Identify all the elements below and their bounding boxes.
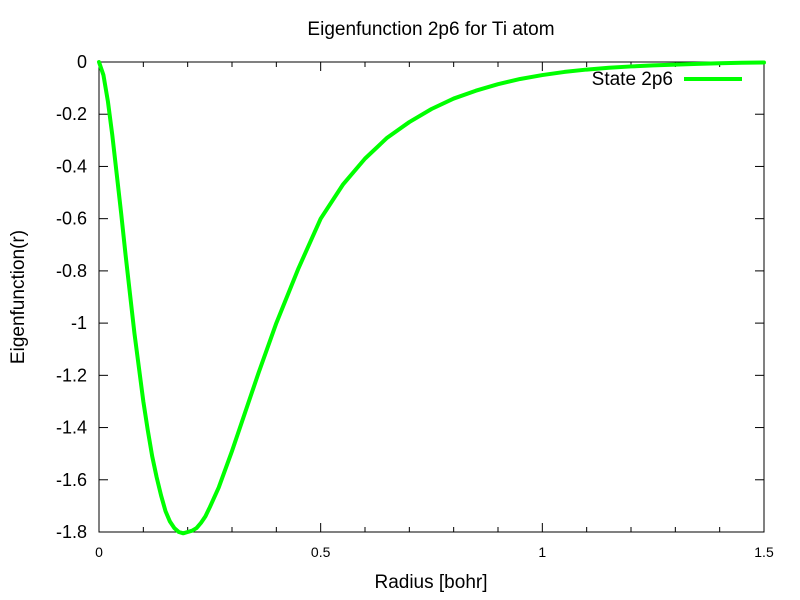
y-tick-label: -1 [71, 313, 87, 333]
y-tick-label: 0 [77, 52, 87, 72]
chart-title: Eigenfunction 2p6 for Ti atom [307, 19, 554, 40]
plot-frame [98, 61, 765, 533]
y-tick-label: -0.4 [56, 156, 87, 176]
y-tick-label: -0.2 [56, 104, 87, 124]
y-tick-label: -1.4 [56, 418, 87, 438]
y-tick-label: -1.6 [56, 470, 87, 490]
series-line [97, 60, 766, 536]
x-tick-label: 0 [95, 544, 103, 560]
legend-label: State 2p6 [592, 69, 673, 90]
x-tick-label: 1.5 [754, 544, 774, 560]
y-tick-label: -1.2 [56, 365, 87, 385]
y-tick-label: -0.6 [56, 209, 87, 229]
x-tick-label: 0.5 [311, 544, 331, 560]
axis-ticks [98, 61, 765, 533]
y-tick-label: -0.8 [56, 261, 87, 281]
x-tick-labels: 0 0.5 1 1.5 [95, 544, 774, 560]
y-axis-label: Eigenfunction(r) [8, 230, 29, 364]
series-layer [97, 60, 766, 536]
x-axis-label: Radius [bohr] [374, 572, 487, 593]
y-tick-labels: 0 -0.2 -0.4 -0.6 -0.8 -1 -1.2 -1.4 -1.6 -1.8 [56, 52, 87, 542]
legend: State 2p6 [592, 69, 742, 90]
y-tick-label: -1.8 [56, 522, 87, 542]
x-tick-label: 1 [538, 544, 546, 560]
